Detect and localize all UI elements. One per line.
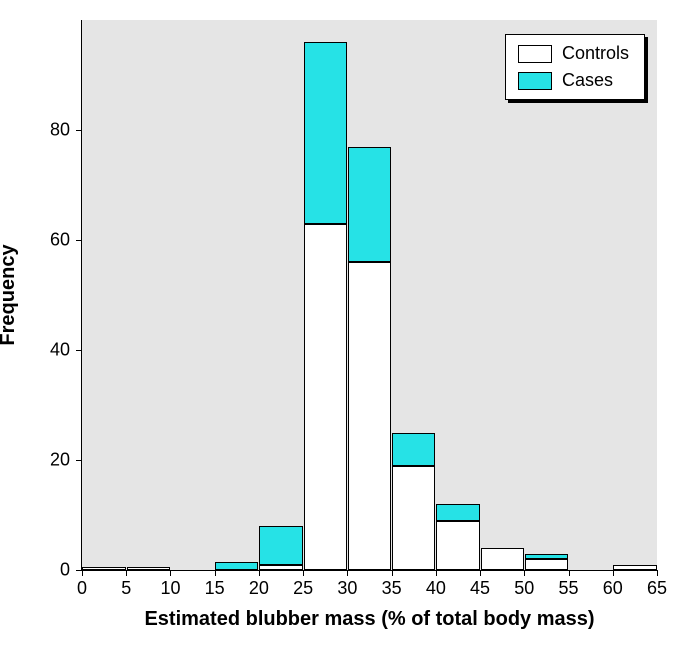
x-tick-mark [126,570,127,576]
bar-cases [259,526,302,565]
x-tick-label: 60 [603,578,623,599]
legend-item: Controls [518,43,632,64]
y-tick-mark [76,350,82,351]
y-tick-mark [76,570,82,571]
x-tick-mark [82,570,83,576]
x-axis-title: Estimated blubber mass (% of total body … [144,608,594,631]
x-tick-mark [613,570,614,576]
legend-swatch [518,72,552,90]
x-tick-label: 0 [77,578,87,599]
y-tick-label: 20 [40,450,70,471]
legend-label: Cases [562,70,613,91]
x-tick-mark [170,570,171,576]
x-tick-label: 45 [470,578,490,599]
bar-controls [348,262,391,570]
x-tick-label: 30 [337,578,357,599]
x-axis-line [82,570,657,571]
bar-controls [392,466,435,571]
x-tick-mark [392,570,393,576]
bar-cases [436,504,479,521]
y-tick-label: 80 [40,120,70,141]
bar-controls [481,548,524,570]
bar-cases [348,147,391,263]
x-tick-label: 55 [559,578,579,599]
x-tick-mark [347,570,348,576]
x-tick-label: 40 [426,578,446,599]
y-tick-mark [76,460,82,461]
legend-swatch [518,45,552,63]
y-axis-line [81,20,82,571]
y-tick-label: 0 [40,560,70,581]
y-tick-mark [76,240,82,241]
x-tick-mark [303,570,304,576]
x-tick-mark [215,570,216,576]
x-tick-label: 5 [121,578,131,599]
x-tick-label: 50 [514,578,534,599]
x-tick-label: 10 [160,578,180,599]
bar-controls [525,559,568,570]
x-tick-label: 25 [293,578,313,599]
y-tick-mark [76,130,82,131]
legend-item: Cases [518,70,632,91]
x-tick-label: 15 [205,578,225,599]
bar-cases [304,42,347,224]
bar-cases [392,433,435,466]
bar-controls [436,521,479,571]
x-tick-mark [569,570,570,576]
figure: 0 5 10 15 20 25 30 35 40 45 50 55 60 65 0 20 40 60 80 Est… [0,0,692,655]
bar-cases [215,562,258,570]
x-tick-mark [436,570,437,576]
legend-label: Controls [562,43,629,64]
y-axis-title: Frequency [0,244,20,345]
x-tick-label: 20 [249,578,269,599]
x-tick-mark [259,570,260,576]
bar-cases [525,554,568,560]
y-tick-label: 40 [40,340,70,361]
x-tick-label: 35 [382,578,402,599]
x-tick-mark [480,570,481,576]
legend: Controls Cases [505,34,645,100]
bar-controls [304,224,347,571]
x-tick-label: 65 [647,578,667,599]
x-tick-mark [524,570,525,576]
x-tick-mark [657,570,658,576]
y-tick-label: 60 [40,230,70,251]
